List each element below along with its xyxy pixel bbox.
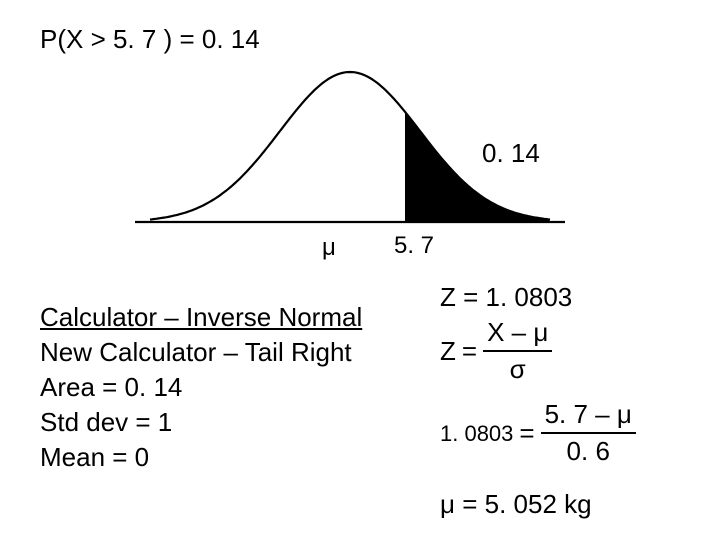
equals-sign: = xyxy=(519,416,534,451)
axis-cutoff-label: 5. 7 xyxy=(394,232,434,260)
z-formula-lhs: Z xyxy=(440,334,456,369)
z-computation: Z = 1. 0803 Z = X – μ σ 1. 0803 = 5. 7 –… xyxy=(440,280,636,523)
axis-mu-label: μ xyxy=(322,234,336,262)
calculator-line: Area = 0. 14 xyxy=(40,370,362,405)
z-formula-fraction: X – μ σ xyxy=(483,315,552,387)
z-sub-fraction: 5. 7 – μ 0. 6 xyxy=(541,397,636,469)
z-substitution: 1. 0803 = 5. 7 – μ 0. 6 xyxy=(440,397,636,469)
calculator-steps: Calculator – Inverse Normal New Calculat… xyxy=(40,300,362,475)
calculator-line: Std dev = 1 xyxy=(40,405,362,440)
calculator-heading: Calculator – Inverse Normal xyxy=(40,300,362,335)
probability-expression: P(X > 5. 7 ) = 0. 14 xyxy=(40,24,260,55)
equals-sign: = xyxy=(462,334,477,369)
z-sub-denominator: 0. 6 xyxy=(541,434,636,469)
calculator-line: New Calculator – Tail Right xyxy=(40,335,362,370)
mu-result: μ = 5. 052 kg xyxy=(440,487,636,522)
z-sub-lhs: 1. 0803 xyxy=(440,419,513,449)
shaded-area-value: 0. 14 xyxy=(482,138,540,169)
calculator-line: Mean = 0 xyxy=(40,440,362,475)
z-formula-denominator: σ xyxy=(483,352,552,387)
slide-root: P(X > 5. 7 ) = 0. 14 0. 14 μ 5. 7 Calcul… xyxy=(0,0,720,540)
z-value-line: Z = 1. 0803 xyxy=(440,280,636,315)
z-sub-numerator: 5. 7 – μ xyxy=(541,397,636,434)
z-formula: Z = X – μ σ xyxy=(440,315,636,387)
z-formula-numerator: X – μ xyxy=(483,315,552,352)
